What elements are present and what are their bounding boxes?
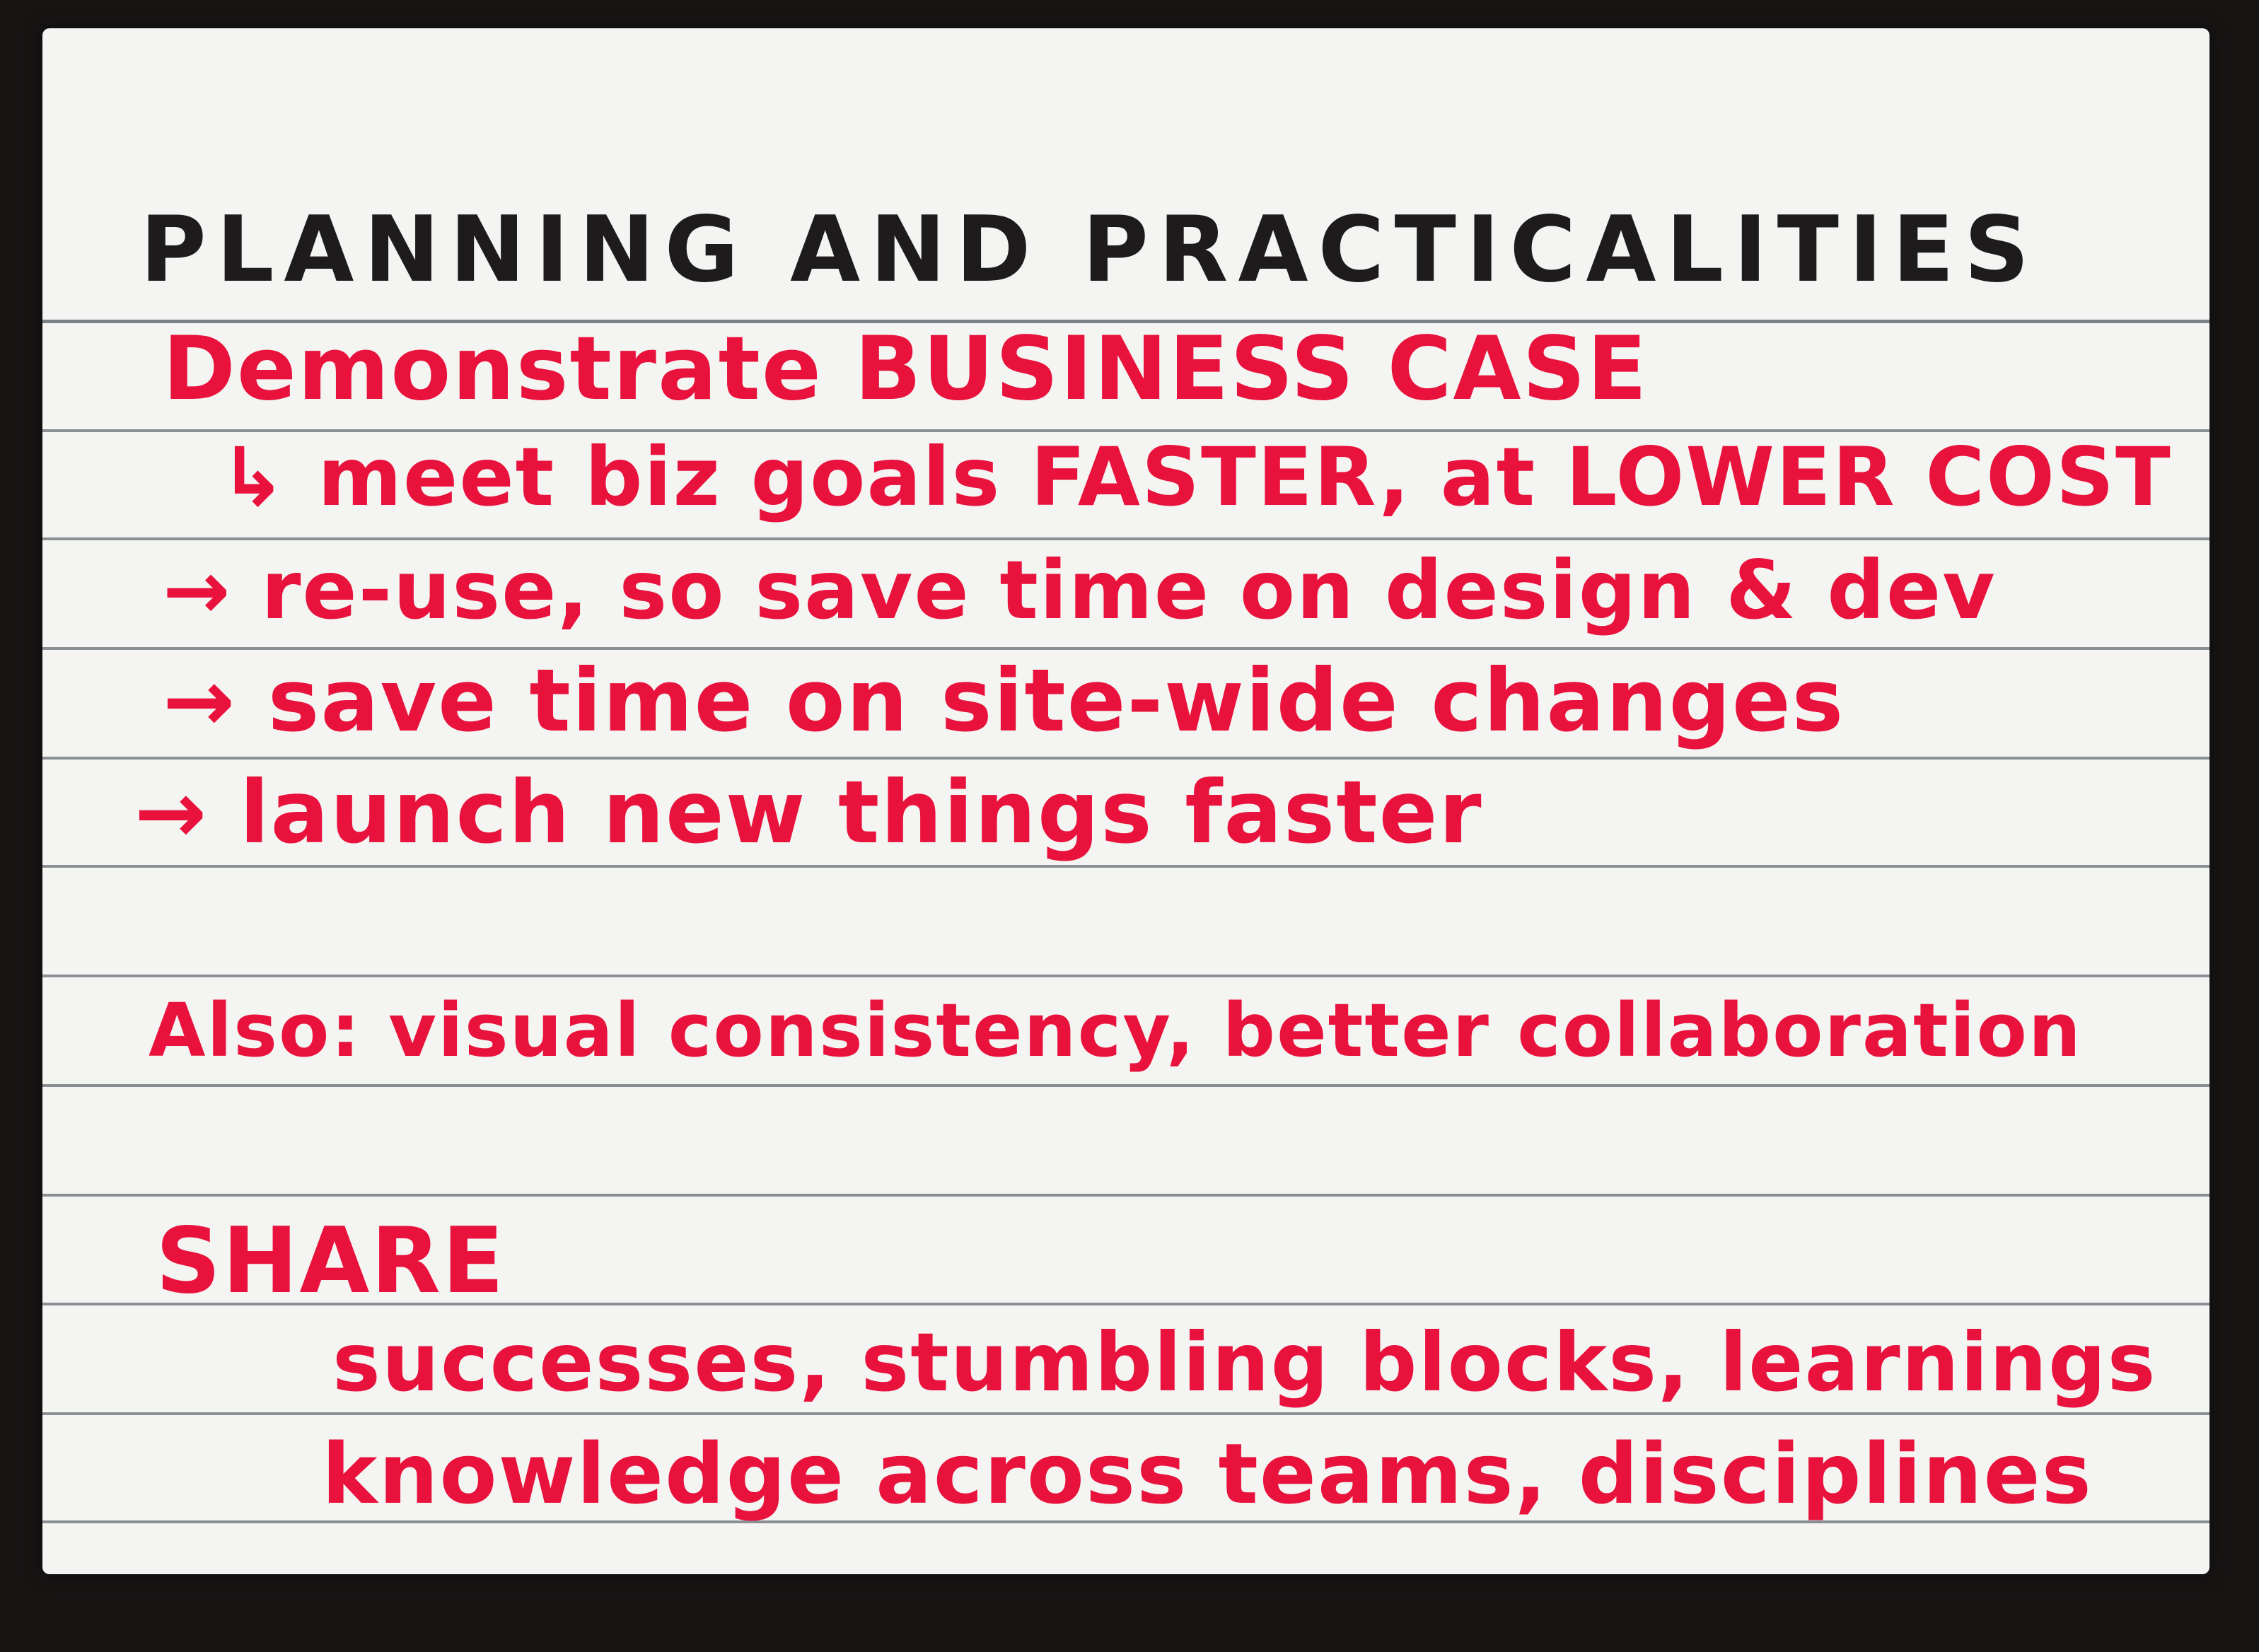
rule-line [42, 1303, 2209, 1305]
note-line-also: Also: visual consistency, better collabo… [149, 987, 2082, 1074]
rule-line [42, 537, 2209, 540]
rule-line [42, 1412, 2209, 1415]
note-line-business-case: Demonstrate BUSINESS CASE [163, 318, 1649, 420]
card-title: PLANNING AND PRACTICALITIES [140, 197, 2040, 303]
rule-line [42, 320, 2209, 323]
rule-line [42, 429, 2209, 432]
rule-line [42, 1084, 2209, 1087]
note-line-site-wide: → save time on site-wide changes [163, 651, 1845, 751]
note-line-biz-goals: ↳ meet biz goals FASTER, at LOWER COST [219, 430, 2172, 524]
note-line-launch: → launch new things faster [134, 762, 1483, 863]
note-line-successes: successes, stumbling blocks, learnings [332, 1315, 2157, 1409]
note-line-knowledge: knowledge across teams, disciplines [322, 1425, 2093, 1523]
rule-line [42, 757, 2209, 760]
rule-line [42, 1520, 2209, 1523]
index-card: PLANNING AND PRACTICALITIES Demonstrate … [42, 28, 2209, 1574]
rule-line [42, 647, 2209, 650]
note-heading-share: SHARE [156, 1209, 506, 1314]
rule-line [42, 975, 2209, 977]
rule-line [42, 1194, 2209, 1197]
note-line-reuse: → re-use, so save time on design & dev [163, 543, 1997, 637]
rule-line [42, 865, 2209, 868]
